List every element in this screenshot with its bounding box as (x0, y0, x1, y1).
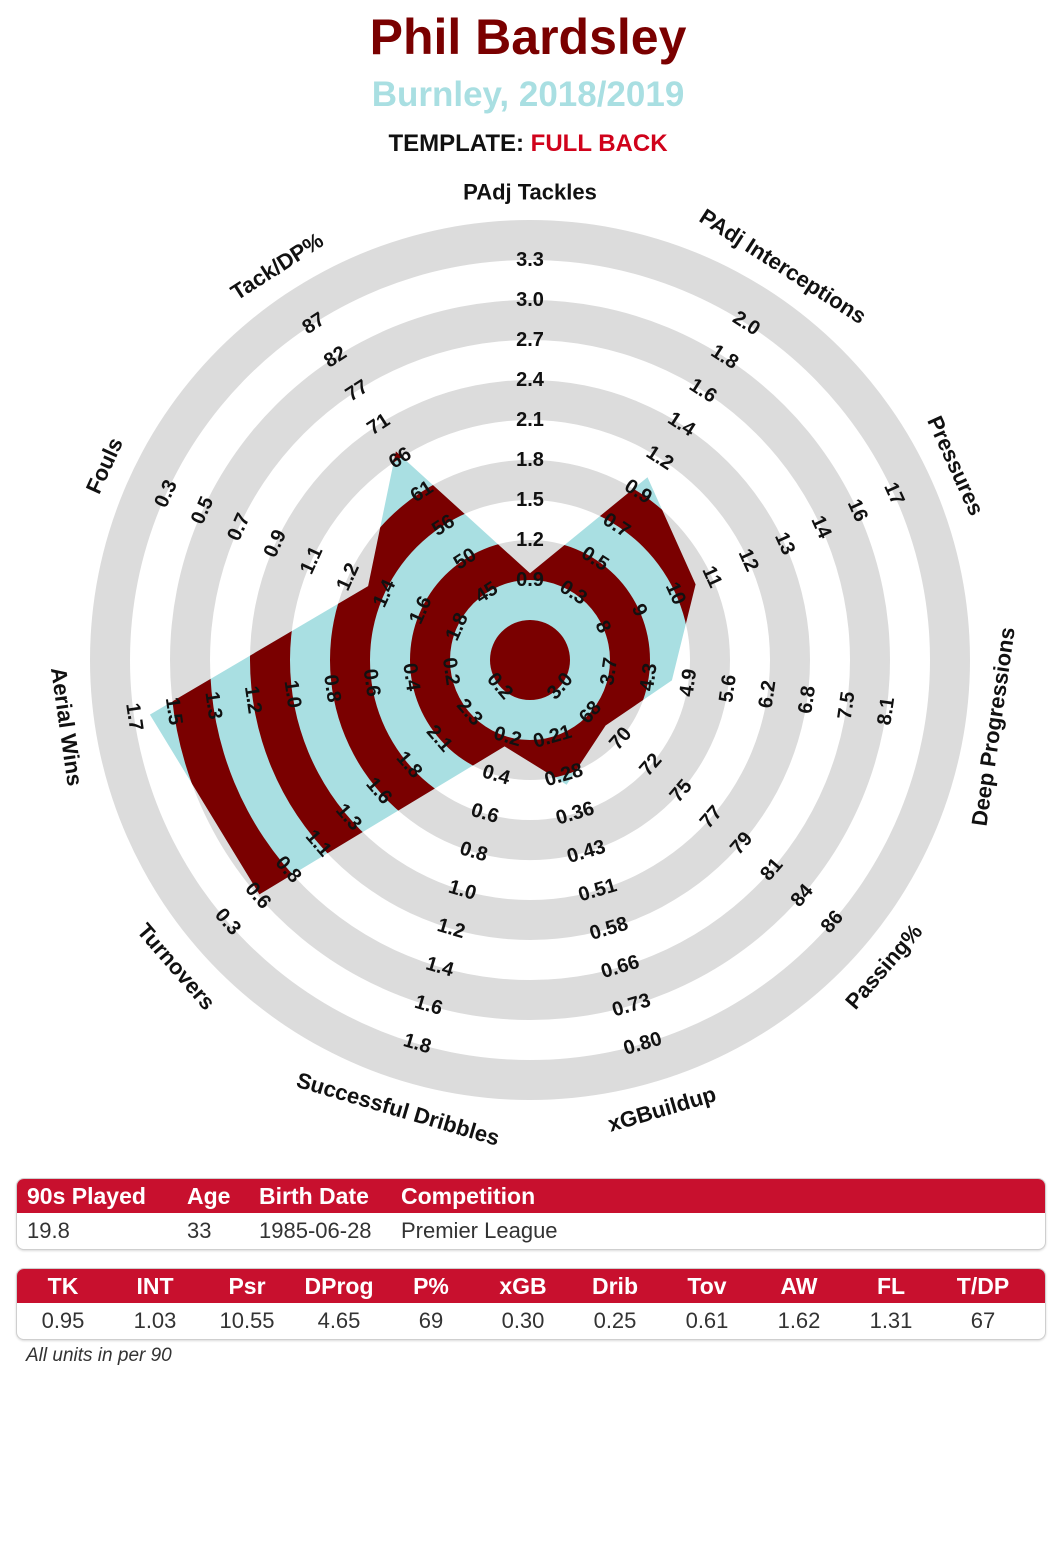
tick-label: 2.7 (516, 329, 544, 351)
template-label: TEMPLATE: (388, 130, 524, 157)
info-value-cell: Premier League (401, 1218, 558, 1243)
data-band-dark (490, 620, 570, 700)
tick-label: 0.9 (516, 569, 544, 591)
stats-value-cell: 10.55 (219, 1308, 275, 1333)
radar-chart: 0.91.21.51.82.12.42.73.03.30.30.50.70.91… (46, 180, 1020, 1151)
stats-value-cell: 69 (418, 1308, 444, 1333)
tick-label: 3.3 (516, 249, 544, 271)
player-name: Phil Bardsley (369, 9, 687, 65)
data-band-dark (410, 540, 650, 780)
tick-label: 1.0 (280, 679, 306, 710)
tick-label: 6.2 (755, 679, 781, 710)
stats-header-cell: Psr (228, 1272, 266, 1299)
stats-value-cell: 1.31 (869, 1308, 913, 1333)
tick-label: 0.8 (319, 673, 345, 704)
stats-header-cell: Tov (687, 1272, 727, 1299)
team-season: Burnley, 2018/2019 (371, 75, 685, 114)
tick-label: 4.3 (636, 662, 662, 693)
tick-label: 1.8 (516, 449, 544, 471)
stats-value-cell: 1.03 (133, 1308, 177, 1333)
stats-table: TK INT Psr DProg P% xGB Drib Tov AW FL T… (16, 1268, 1046, 1340)
stats-value-cell: 0.61 (685, 1308, 729, 1333)
units-footnote: All units in per 90 (26, 1345, 172, 1366)
stats-header-cell: DProg (304, 1272, 374, 1299)
player-info-table: 90s Played Age Birth Date Competition 19… (16, 1178, 1046, 1250)
info-value-cell: 19.8 (27, 1218, 70, 1243)
tick-label: 1.7 (121, 702, 147, 733)
tick-label: 1.2 (240, 684, 266, 715)
stats-header-cell: P% (413, 1272, 449, 1299)
stats-value-cell: 0.25 (593, 1308, 637, 1333)
axis-label: Deep Progressions (967, 626, 1020, 828)
stats-value-cell: 0.95 (41, 1308, 85, 1333)
tick-label: 3.0 (516, 289, 544, 311)
template-value: FULL BACK (530, 130, 668, 157)
tick-label: 1.2 (516, 529, 544, 551)
info-value-row: 19.8 33 1985-06-28 Premier League (17, 1213, 1045, 1249)
tick-label: 2.4 (516, 369, 545, 391)
stats-value-cell: 1.62 (777, 1308, 821, 1333)
tick-label: 8.1 (873, 696, 899, 727)
info-value-cell: 1985-06-28 (259, 1218, 372, 1243)
stats-header-cell: T/DP (956, 1272, 1010, 1299)
axis-label: Aerial Wins (46, 666, 88, 788)
stats-header-row: TK INT Psr DProg P% xGB Drib Tov AW FL T… (17, 1269, 1045, 1303)
stats-header-cell: AW (780, 1272, 818, 1299)
tick-label: 3.7 (596, 656, 622, 687)
stats-value-cell: 67 (970, 1308, 996, 1333)
stats-value-cell: 0.30 (501, 1308, 545, 1333)
tick-label: 1.5 (516, 489, 544, 511)
tick-label: 1.3 (200, 690, 226, 721)
stats-header-cell: Drib (592, 1272, 638, 1299)
tick-label: 2.1 (516, 409, 544, 431)
tick-label: 6.8 (794, 684, 820, 715)
axis-label: Fouls (81, 434, 128, 498)
tick-label: 1.5 (161, 696, 187, 727)
stats-header-cell: FL (876, 1272, 906, 1299)
tick-label: 5.6 (715, 673, 741, 704)
tick-label: 4.9 (676, 667, 702, 698)
stats-value-row: 0.95 1.03 10.55 4.65 69 0.30 0.25 0.61 1… (17, 1303, 1045, 1339)
info-header-cell: Birth Date (259, 1182, 369, 1209)
tick-label: 0.2 (438, 656, 464, 687)
stats-header-cell: INT (136, 1272, 174, 1299)
stats-header-cell: xGB (499, 1272, 547, 1299)
stats-value-cell: 4.65 (317, 1308, 361, 1333)
info-value-cell: 33 (187, 1218, 212, 1243)
axis-label: PAdj Tackles (463, 180, 597, 205)
stats-header-cell: TK (47, 1272, 79, 1299)
tick-label: 0.4 (398, 662, 424, 694)
info-header-row: 90s Played Age Birth Date Competition (17, 1179, 1045, 1213)
tick-label: 0.6 (359, 667, 385, 698)
info-header-cell: Age (187, 1182, 231, 1209)
tick-label: 7.5 (834, 690, 860, 721)
template-line: TEMPLATE: FULL BACK (0, 128, 1056, 160)
info-header-cell: 90s Played (27, 1182, 146, 1209)
info-header-cell: Competition (401, 1182, 536, 1209)
